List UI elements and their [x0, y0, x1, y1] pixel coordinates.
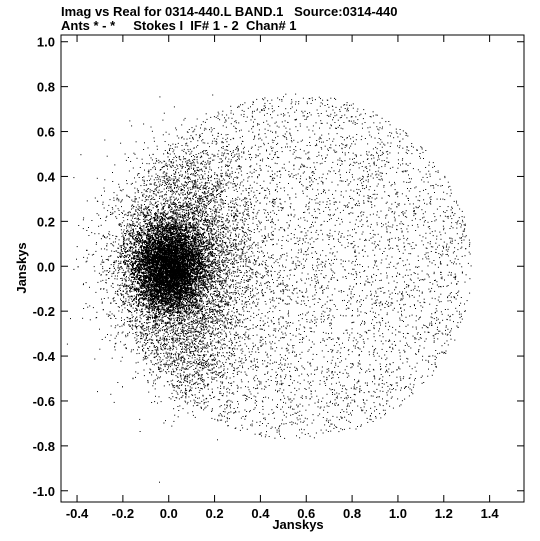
data-point — [194, 230, 196, 232]
data-point — [125, 256, 127, 258]
data-point — [195, 250, 197, 252]
data-point — [150, 240, 151, 242]
data-point — [128, 311, 130, 313]
data-point — [136, 251, 138, 253]
data-point — [143, 296, 145, 298]
data-point — [118, 256, 119, 258]
data-point — [182, 267, 184, 269]
data-point — [220, 271, 221, 273]
data-point — [195, 284, 197, 286]
data-point — [201, 298, 203, 300]
data-point — [157, 235, 159, 237]
data-point — [173, 285, 175, 287]
data-point — [133, 261, 135, 263]
data-point — [194, 304, 196, 306]
data-point — [163, 297, 165, 299]
data-point — [153, 243, 155, 245]
data-point — [198, 242, 200, 244]
chart-subtitle: Ants * - * Stokes I IF# 1 - 2 Chan# 1 — [61, 19, 297, 33]
data-point — [130, 243, 132, 245]
data-point — [193, 281, 195, 283]
data-point — [190, 242, 192, 244]
scatter-points — [66, 93, 472, 483]
data-point — [195, 338, 197, 340]
data-point — [228, 303, 229, 305]
data-point — [151, 256, 153, 258]
data-point — [153, 231, 155, 233]
data-point — [152, 247, 154, 248]
data-point — [126, 255, 128, 257]
data-point — [145, 271, 147, 273]
data-point — [178, 226, 180, 228]
data-point — [123, 272, 125, 273]
data-point — [187, 224, 189, 226]
data-point — [154, 283, 156, 285]
chart-title: Imag vs Real for 0314-440.L BAND.1 Sourc… — [61, 5, 397, 19]
data-point — [129, 304, 131, 306]
data-point — [137, 277, 139, 279]
data-point — [189, 287, 191, 289]
data-point — [146, 225, 148, 227]
data-point — [195, 250, 197, 251]
data-point — [170, 220, 172, 222]
data-point — [195, 263, 197, 265]
plot-frame — [60, 34, 525, 503]
data-point — [159, 221, 161, 223]
